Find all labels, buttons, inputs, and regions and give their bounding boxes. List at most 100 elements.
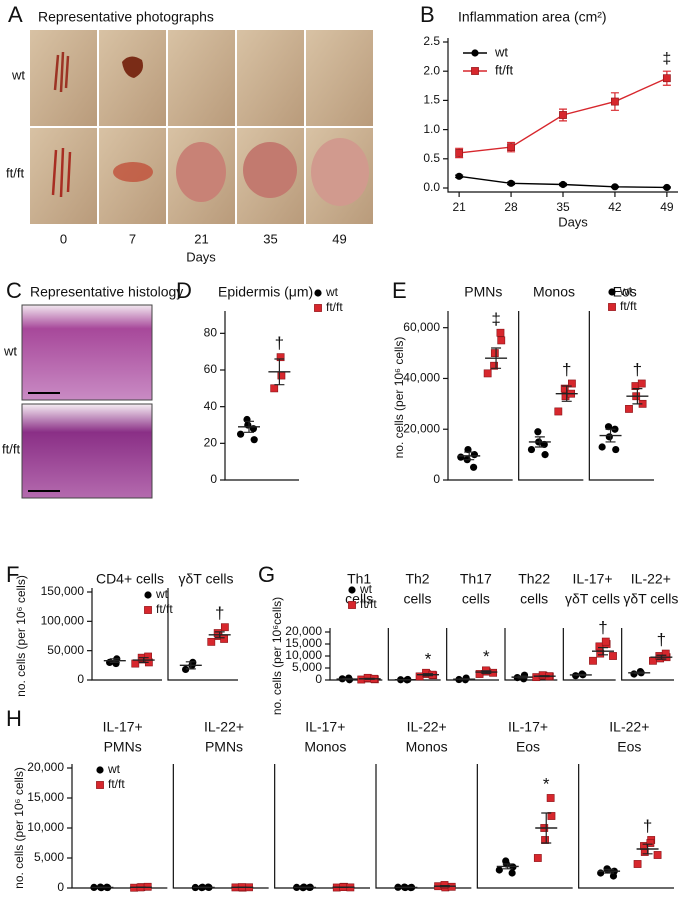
point (497, 336, 506, 345)
group-title: IL-22+ (204, 719, 244, 735)
error-bar (481, 670, 492, 674)
point (637, 379, 646, 388)
group-axes (518, 311, 584, 481)
point (455, 172, 463, 180)
legend-marker (144, 591, 152, 599)
point (490, 361, 498, 370)
group-title: IL-17+ (508, 719, 548, 735)
y-tick-label: 5,000 (34, 850, 64, 864)
point (220, 623, 229, 632)
point (250, 436, 258, 444)
photo (30, 128, 97, 224)
error-bar (439, 885, 450, 888)
photo (30, 30, 97, 126)
column-label: 0 (60, 231, 67, 246)
group-title: Th17 (460, 571, 492, 587)
point (560, 384, 569, 393)
point (609, 652, 617, 660)
group-title: IL-22+ (609, 719, 649, 735)
x-tick-label: 28 (504, 200, 518, 214)
legend-marker (608, 303, 616, 311)
point (611, 183, 619, 191)
group-title: PMNs (464, 284, 502, 300)
group-axes (562, 628, 616, 681)
point (612, 445, 620, 454)
column-label: 35 (263, 231, 277, 246)
point (483, 369, 492, 378)
legend-label: ft/ft (495, 62, 513, 77)
group-axes (621, 628, 674, 681)
y-tick-label: 40 (204, 399, 218, 413)
annotation: ‡ (662, 50, 671, 67)
legend-marker (471, 49, 479, 57)
error-bar (364, 677, 375, 680)
y-axis-label: no. cells (per 10⁶ cells) (392, 337, 406, 459)
y-axis-label: no. cells (per 10⁶cells) (270, 597, 284, 715)
error-bar (598, 647, 608, 656)
error-bar (459, 678, 470, 681)
x-tick-label: 21 (452, 200, 466, 214)
wound (113, 162, 153, 182)
legend-label: wt (325, 285, 339, 299)
y-tick-label: 20,000 (285, 624, 322, 638)
point (496, 328, 505, 337)
panel-letter: D (176, 278, 192, 303)
y-tick-label: 100,000 (41, 614, 85, 628)
photo (99, 30, 166, 126)
y-tick-label: 20 (204, 436, 218, 450)
error-bar (502, 863, 513, 870)
point (440, 881, 449, 889)
y-axis-label: no. cells (per 10⁶ cells) (14, 575, 28, 697)
photo (237, 30, 304, 126)
wound (243, 142, 297, 198)
column-label: 49 (332, 231, 346, 246)
y-tick-label: 150,000 (41, 584, 85, 598)
point (455, 149, 464, 157)
group-title: PMNs (104, 739, 142, 755)
wound (176, 142, 226, 202)
annotation: † (598, 618, 607, 637)
point (541, 836, 549, 844)
point (605, 433, 613, 441)
group-title: cells (520, 591, 548, 607)
point (611, 97, 619, 106)
legend-label: ft/ft (156, 602, 173, 616)
annotation: † (657, 630, 666, 649)
x-axis-label: Days (186, 249, 216, 264)
panel-letter: C (6, 278, 22, 303)
error-bar (214, 631, 225, 639)
group-title: Th2 (405, 571, 429, 587)
error-bar (605, 428, 616, 443)
group-axes (329, 628, 383, 681)
group-axes (91, 588, 162, 681)
histology-image (21, 304, 153, 401)
wound (122, 56, 143, 78)
group-title: IL-17+ (103, 719, 143, 735)
y-tick-label: 1.5 (423, 93, 440, 107)
point (646, 839, 655, 847)
panel-letter: F (6, 562, 19, 587)
legend-label: wt (155, 587, 169, 601)
legend-marker (471, 67, 479, 75)
error-bar (423, 673, 433, 677)
group-title: cells (403, 591, 431, 607)
point (270, 384, 279, 393)
group-axes (274, 764, 370, 889)
legend-label: ft/ft (620, 299, 637, 313)
panel-title: Representative photographs (38, 9, 214, 25)
y-tick-label: 0.0 (423, 180, 440, 194)
legend-label: wt (359, 582, 373, 596)
group-title: Monos (304, 739, 346, 755)
group-axes (446, 628, 499, 681)
point (534, 428, 542, 436)
y-tick-label: 20,000 (27, 760, 64, 774)
wound (53, 51, 70, 93)
point (144, 652, 152, 661)
point (633, 860, 642, 868)
panel-title: Representative histology (30, 284, 183, 300)
histology-image (21, 403, 153, 499)
point (559, 111, 567, 119)
x-axis-label: Days (558, 214, 588, 229)
point (661, 649, 670, 658)
y-tick-label: 0 (315, 672, 322, 686)
